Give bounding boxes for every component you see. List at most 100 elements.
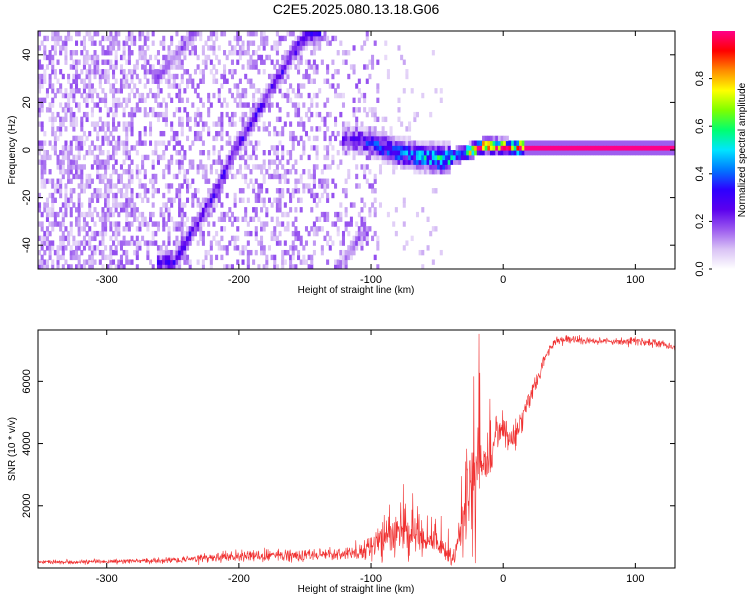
spectrogram-cell xyxy=(421,145,425,151)
spectrogram-cell xyxy=(249,249,253,256)
spectrogram-cell xyxy=(125,83,129,89)
spectrogram-cell xyxy=(534,145,538,151)
spectrogram-cell xyxy=(265,97,269,103)
spectrogram-cell xyxy=(201,202,205,208)
spectrogram-cell xyxy=(101,135,105,142)
spectrogram-cell xyxy=(96,188,100,194)
spectrogram-cell xyxy=(262,245,266,251)
spectrogram-cell xyxy=(159,254,163,261)
spectrogram-cell xyxy=(172,111,176,118)
spectrogram-cell xyxy=(178,92,182,99)
spectrogram-cell xyxy=(154,140,158,146)
spectrogram-cell xyxy=(223,245,227,251)
spectrogram-cell xyxy=(64,169,68,175)
spectrogram-cell xyxy=(603,140,607,146)
spectrogram-cell xyxy=(130,88,134,94)
spectrogram-cell xyxy=(188,35,192,42)
spectrogram-cell xyxy=(281,69,285,75)
spectrogram-cell xyxy=(394,150,398,156)
spectrogram-cell xyxy=(616,140,620,146)
spectrogram-cell xyxy=(318,197,322,203)
spectrogram-cell xyxy=(201,240,205,246)
spectrogram-cell xyxy=(381,150,385,156)
spectrogram-cell xyxy=(376,264,380,269)
spectrogram-cell xyxy=(273,45,277,51)
spectrogram-cell xyxy=(223,73,227,80)
spectrogram-cell xyxy=(80,121,84,127)
spectrogram-cell xyxy=(117,221,121,227)
spectrogram-cell xyxy=(172,221,176,227)
spectrogram-cell xyxy=(64,88,68,94)
spectrogram-cell xyxy=(648,150,652,156)
spectrogram-cell xyxy=(127,164,131,170)
spectrogram-cell xyxy=(278,64,282,70)
spectrogram-cell xyxy=(270,78,274,84)
spectrogram-cell xyxy=(241,111,245,118)
spectrogram-cell xyxy=(88,254,92,261)
spectrogram-cell xyxy=(109,173,113,180)
spectrogram-cell xyxy=(386,73,390,80)
spectrogram-cell xyxy=(415,150,420,156)
spectrogram-cell xyxy=(415,140,420,146)
spectrogram-cell xyxy=(283,50,287,56)
spectrogram-cell xyxy=(101,178,105,184)
spectrogram-cell xyxy=(141,211,145,218)
spectrogram-cell xyxy=(106,69,110,75)
spectrogram-cell xyxy=(431,169,435,175)
spectrogram-cell xyxy=(204,164,208,170)
spectrogram-cell xyxy=(90,88,94,94)
spectrogram-cell xyxy=(130,173,134,180)
spectrogram-cell xyxy=(159,211,163,218)
spectrogram-cell xyxy=(117,226,121,232)
spectrogram-cell xyxy=(119,54,123,61)
spectrogram-cell xyxy=(172,130,176,137)
spectrogram-cell xyxy=(149,69,153,75)
spectrogram-cell xyxy=(209,59,213,65)
spectrogram-cell xyxy=(254,102,258,108)
spectrogram-cell xyxy=(114,107,118,113)
spectrogram-cell xyxy=(170,259,174,265)
spectrogram-cell xyxy=(72,111,76,118)
spectrogram-cell xyxy=(72,121,76,127)
spectrogram-cell xyxy=(608,140,612,146)
spectrogram-cell xyxy=(415,111,420,118)
spectrogram-cell xyxy=(304,130,309,137)
spectrogram-cell xyxy=(252,164,256,170)
spectrogram-cell xyxy=(183,169,187,175)
spectrogram-cell xyxy=(262,45,266,51)
spectrogram-cell xyxy=(85,69,89,75)
spectrogram-cell xyxy=(104,245,108,251)
spectrogram-cell xyxy=(228,264,232,269)
spectrogram-cell xyxy=(135,249,139,256)
spectrogram-cell xyxy=(56,178,60,184)
spectrogram-cell xyxy=(127,97,131,103)
spectrogram-cell xyxy=(183,240,187,246)
spectrogram-cell xyxy=(40,173,44,180)
spectrogram-cell xyxy=(212,50,216,56)
spectrogram-cell xyxy=(143,35,147,42)
spectrogram-cell xyxy=(69,164,73,170)
spectrogram-cell xyxy=(363,226,367,232)
spectrogram-cell xyxy=(365,154,369,161)
spectrogram-cell xyxy=(405,240,409,246)
spectrogram-cell xyxy=(75,121,79,127)
spectrogram-cell xyxy=(611,140,615,146)
spectrogram-cell xyxy=(260,207,264,213)
spectrogram-cell xyxy=(193,69,197,75)
spectrogram-cell xyxy=(368,135,372,142)
spectrogram-cell xyxy=(159,111,163,118)
spectrogram-cell xyxy=(648,145,652,151)
spectrogram-cell xyxy=(405,126,409,132)
spectrogram-cell xyxy=(267,245,271,251)
spectrogram-cell xyxy=(653,150,657,156)
spectrogram-cell xyxy=(447,140,451,146)
spectrogram-cell xyxy=(373,178,377,184)
spectrogram-cell xyxy=(85,102,89,108)
spectrogram-cell xyxy=(40,154,44,161)
spectrogram-cell xyxy=(265,35,269,42)
spectrogram-cell xyxy=(48,169,52,175)
spectrogram-cell xyxy=(138,54,142,61)
spectrogram-cell xyxy=(262,97,266,103)
spectrogram-cell xyxy=(90,35,94,42)
spectrogram-cell xyxy=(48,221,52,227)
